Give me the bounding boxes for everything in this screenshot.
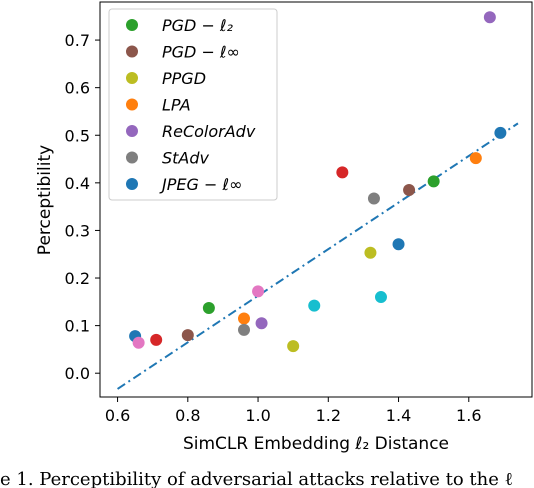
data-point-series-2 [287, 340, 300, 353]
x-tick-label: 1.0 [245, 406, 270, 425]
data-point-extra-2 [308, 299, 321, 312]
x-tick-label: 1.6 [456, 406, 481, 425]
data-point-series-4 [255, 317, 268, 330]
y-tick-label: 0.6 [65, 79, 90, 98]
data-point-extra-0 [336, 166, 349, 179]
legend-marker [126, 72, 138, 84]
legend-label: JPEG − ℓ∞ [159, 175, 242, 194]
data-point-series-5 [238, 323, 250, 336]
y-tick-label: 0.2 [65, 269, 90, 288]
x-tick-label: 1.4 [386, 406, 411, 425]
legend-box [108, 8, 278, 201]
fit-line [117, 122, 519, 390]
legend-marker [126, 178, 138, 190]
legend-marker [126, 98, 138, 111]
legend-label: PGD − ℓ∞ [162, 43, 240, 62]
x-axis: 0.6 0.8 1.0 1.2 1.4 1.6 [105, 397, 482, 425]
figure-caption: e 1. Perceptibility of adversarial attac… [0, 469, 513, 488]
x-tick-label: 1.2 [316, 406, 341, 425]
y-axis-title: Perceptibility [35, 145, 55, 255]
data-points-layer [129, 11, 507, 353]
legend-marker [126, 19, 138, 31]
x-tick-label: 0.6 [105, 406, 130, 425]
x-tick-label: 0.8 [175, 406, 200, 425]
y-tick-label: 0.3 [65, 221, 90, 240]
data-point-extra-0 [150, 333, 163, 346]
y-tick-label: 0.4 [65, 174, 90, 193]
plot-frame [99, 1, 533, 398]
y-tick-label: 0.7 [65, 31, 90, 50]
data-point-series-6 [392, 238, 405, 251]
x-axis-title: SimCLR Embedding ℓ₂ Distance [183, 434, 449, 454]
y-tick-label: 0.1 [65, 317, 90, 336]
legend-label: StAdv [162, 149, 210, 168]
y-axis: 0.0 0.1 0.2 0.3 0.4 0.5 0.6 0.7 [65, 31, 100, 383]
data-point-series-4 [483, 11, 496, 24]
data-point-series-3 [469, 152, 482, 165]
data-point-series-0 [202, 302, 215, 315]
legend-label: PGD − ℓ₂ [162, 16, 234, 35]
data-point-series-0 [427, 175, 440, 188]
data-point-series-2 [364, 246, 377, 259]
data-point-series-3 [238, 312, 250, 325]
legend: PGD − ℓ₂ PGD − ℓ∞ PPGD LPA ReColorAdv StAdv JP… [108, 8, 278, 201]
data-point-extra-2 [374, 291, 387, 304]
data-point-extra-1 [132, 336, 145, 349]
legend-label: ReColorAdv [162, 122, 256, 141]
legend-label: LPA [162, 96, 191, 115]
legend-label: PPGD [162, 69, 206, 88]
y-tick-label: 0.5 [65, 126, 90, 145]
data-point-series-1 [181, 329, 194, 342]
data-point-series-5 [367, 192, 380, 205]
legend-marker [126, 45, 138, 58]
data-point-series-1 [403, 183, 416, 196]
legend-marker [126, 125, 138, 137]
y-tick-label: 0.0 [65, 364, 90, 383]
legend-marker [126, 151, 138, 164]
data-point-extra-1 [252, 285, 265, 298]
fit-line-layer [117, 122, 519, 390]
data-point-series-6 [494, 126, 507, 139]
